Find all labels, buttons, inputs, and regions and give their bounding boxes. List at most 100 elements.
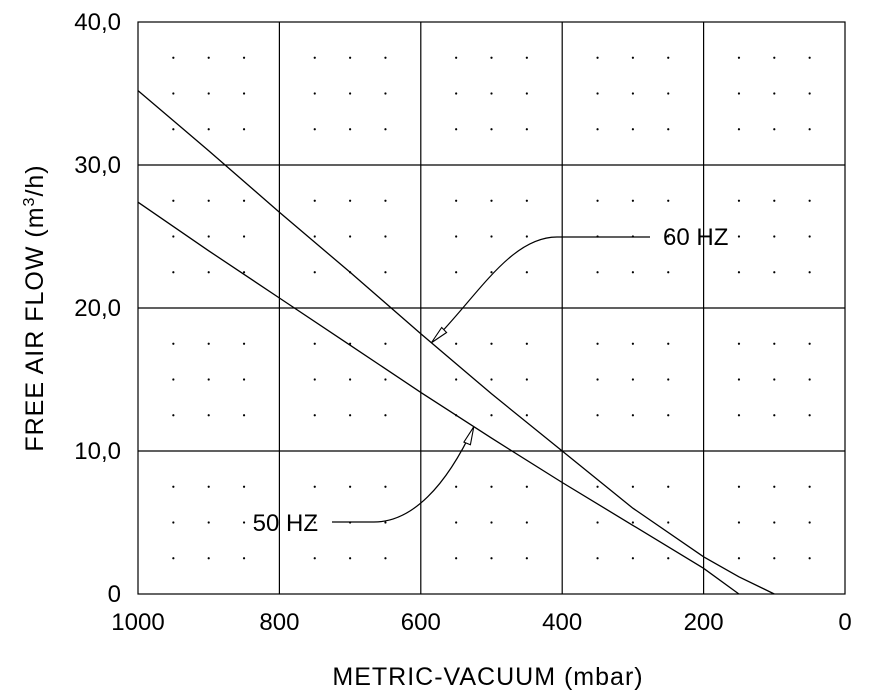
x-tick-labels: 1000 800 600 400 200 0 [111,609,851,636]
grid-dot [773,414,776,417]
grid-dot [172,128,175,131]
grid-dot [667,414,670,417]
grid-dot [525,235,528,238]
grid-dot [242,342,246,345]
x-tick-label: 0 [838,609,851,636]
grid-dot [172,92,175,95]
grid-dot [596,342,599,345]
y-tick-label: 0 [108,581,121,608]
grid-dot [808,485,811,488]
grid-dot [242,271,246,274]
grid-dot [596,557,599,560]
grid-dot [525,485,528,488]
grid-dot [596,414,599,417]
grid-dot [596,128,599,131]
grid-dot [455,521,458,524]
grid-dot [667,128,670,131]
grid-dot [808,56,811,59]
grid-dot [773,56,776,59]
grid-dot [631,485,635,488]
grid-dot [313,199,316,202]
grid-dot [172,199,175,202]
grid-dot [737,342,741,345]
grid-dot [313,414,316,417]
grid-dot [525,92,528,95]
grid-dot [667,92,670,95]
grid-dot [384,271,387,274]
x-axis-label: METRIC-VACUUM (mbar) [332,663,643,691]
grid-dot [773,342,776,345]
major-gridlines [138,22,845,594]
grid-dot [313,378,316,381]
grid-dot [313,271,316,274]
grid-dot [596,56,599,59]
grid-dot [737,56,741,59]
grid-dot [525,271,528,274]
grid-dot [207,235,210,238]
grid-dot [172,235,175,238]
grid-dot [207,92,210,95]
grid-dot [631,342,635,345]
grid-dot [737,128,741,131]
grid-dot [384,92,387,95]
x-tick-label: 1000 [111,609,164,636]
grid-dot [207,521,210,524]
grid-dot [207,378,210,381]
grid-dot [631,92,635,95]
grid-dot [808,521,811,524]
grid-dot [596,199,599,202]
y-tick-label: 10,0 [74,438,121,465]
grid-dot [773,128,776,131]
grid-dot [242,521,246,524]
grid-dot [525,378,528,381]
grid-dot [631,271,635,274]
grid-dot [313,92,316,95]
grid-dot [207,414,210,417]
grid-dot [490,521,493,524]
grid-dot [172,56,175,59]
grid-dot [490,271,493,274]
grid-dot [349,56,352,59]
grid-dot [349,378,352,381]
grid-dot [525,128,528,131]
grid-dot [667,521,670,524]
grid-dot [773,485,776,488]
grid-dot [242,128,246,131]
grid-dot [384,557,387,560]
grid-dot [207,128,210,131]
grid-dot [490,414,493,417]
grid-dot [667,199,670,202]
series-line-50-hz [137,201,740,595]
y-axis-label-unit: /h) [21,164,49,196]
grid-dot [172,557,175,560]
grid-dot [667,485,670,488]
grid-dot [455,128,458,131]
y-tick-label: 20,0 [74,295,121,322]
grid-dot [773,271,776,274]
grid-dot [490,56,493,59]
y-tick-labels: 0 10,0 20,0 30,0 40,0 [74,9,121,608]
grid-dot [384,342,387,345]
grid-dot [773,235,776,238]
grid-dot [737,557,741,560]
grid-dot [455,557,458,560]
annotation-arrowhead [463,426,475,446]
grid-dot [207,485,210,488]
grid-dot [525,414,528,417]
grid-dot [349,557,352,560]
grid-dot [455,378,458,381]
grid-dot [631,557,635,560]
grid-dot [172,485,175,488]
grid-dot [596,485,599,488]
grid-dot [773,92,776,95]
grid-dot [313,557,316,560]
grid-dot [384,235,387,238]
grid-dot [773,557,776,560]
grid-dot [737,92,741,95]
grid-dot [455,485,458,488]
grid-dot [242,485,246,488]
grid-dot [631,199,635,202]
grid-dot [490,235,493,238]
grid-dot [207,342,210,345]
grid-dot [525,521,528,524]
